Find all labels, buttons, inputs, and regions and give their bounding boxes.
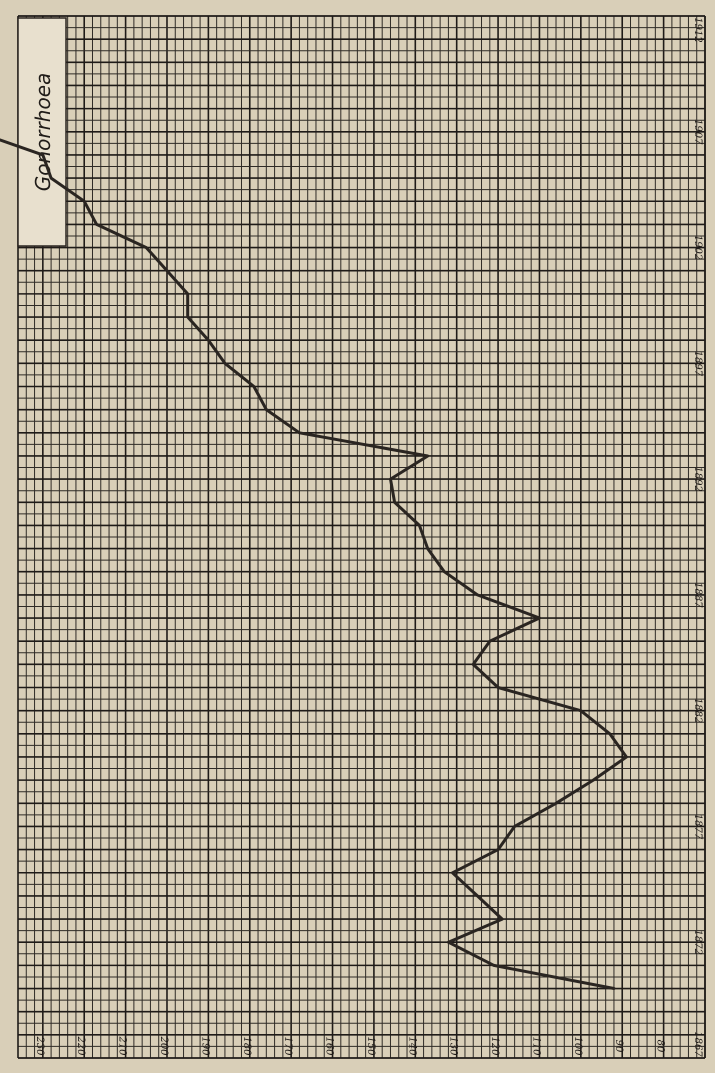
data-point — [625, 755, 628, 759]
data-point — [165, 269, 169, 272]
data-point — [265, 408, 268, 411]
time-tick-label: 1887 — [692, 582, 703, 608]
data-point — [472, 663, 475, 666]
data-point — [538, 616, 541, 620]
value-tick-label: 120 — [489, 1036, 500, 1056]
data-point — [426, 547, 429, 550]
data-point — [393, 501, 396, 504]
time-tick-label: 1912 — [692, 17, 703, 42]
data-point — [186, 292, 189, 296]
value-tick-label: 220 — [75, 1035, 86, 1056]
value-tick-label: 200 — [158, 1035, 169, 1056]
time-tick-label: 1882 — [692, 698, 703, 723]
data-point — [488, 640, 491, 643]
chart-title: Gonorrhoea — [31, 73, 55, 192]
data-point — [95, 223, 98, 226]
time-tick-label: 1897 — [692, 351, 703, 377]
value-tick-label: 130 — [448, 1036, 459, 1056]
value-tick-label: 180 — [241, 1036, 252, 1056]
time-tick-label: 1892 — [692, 466, 703, 491]
data-point — [83, 200, 86, 203]
time-tick-label: 1902 — [692, 235, 703, 260]
data-point — [554, 802, 558, 805]
data-point — [451, 871, 454, 874]
value-tick-label: 230 — [34, 1035, 45, 1056]
data-point — [298, 431, 301, 434]
value-tick-label: 160 — [324, 1036, 335, 1056]
value-tick-labels: 80 90 100 110 120 130 140 150 160 170 180 190 200 210… — [34, 1035, 666, 1056]
data-point — [496, 848, 500, 851]
data-point — [418, 524, 421, 527]
data-point — [513, 825, 516, 828]
data-point — [252, 385, 256, 388]
data-point — [608, 732, 611, 735]
value-tick-label: 150 — [365, 1036, 376, 1056]
value-tick-label: 110 — [530, 1036, 541, 1056]
data-point — [443, 570, 446, 573]
time-tick-label: 1877 — [692, 814, 703, 840]
title-box: Gonorrhoea — [17, 17, 67, 247]
time-tick-label: 1907 — [692, 119, 703, 145]
series-line — [0, 138, 628, 990]
value-tick-label: 80 — [655, 1040, 666, 1053]
data-point — [476, 593, 479, 597]
time-tick-label: 1872 — [692, 929, 703, 954]
data-point — [389, 477, 392, 481]
data-point — [49, 176, 53, 180]
value-tick-label: 190 — [199, 1036, 210, 1056]
title-box-frame — [17, 17, 67, 247]
data-point — [186, 315, 189, 319]
value-tick-label: 140 — [406, 1036, 417, 1056]
data-point — [612, 987, 616, 990]
grid — [17, 15, 706, 1059]
data-point — [501, 917, 504, 921]
data-point — [447, 941, 450, 944]
data-point — [207, 339, 210, 342]
data-point — [496, 686, 500, 689]
data-points — [41, 153, 628, 990]
data-point — [426, 454, 429, 458]
data-point — [579, 709, 582, 712]
data-point — [592, 778, 595, 782]
value-tick-label: 170 — [282, 1036, 293, 1056]
data-point — [476, 894, 479, 898]
value-tick-label: 210 — [117, 1035, 128, 1056]
data-point — [41, 153, 44, 157]
time-tick-label: 1867 — [692, 1031, 703, 1057]
data-point — [223, 362, 227, 365]
value-tick-label: 90 — [613, 1040, 624, 1053]
data-point — [145, 246, 148, 249]
time-tick-labels: 1867 1872 1877 1882 1887 1892 1897 1902 1907 1912 — [692, 17, 703, 1057]
value-tick-label: 100 — [572, 1036, 583, 1056]
data-point — [492, 964, 496, 967]
